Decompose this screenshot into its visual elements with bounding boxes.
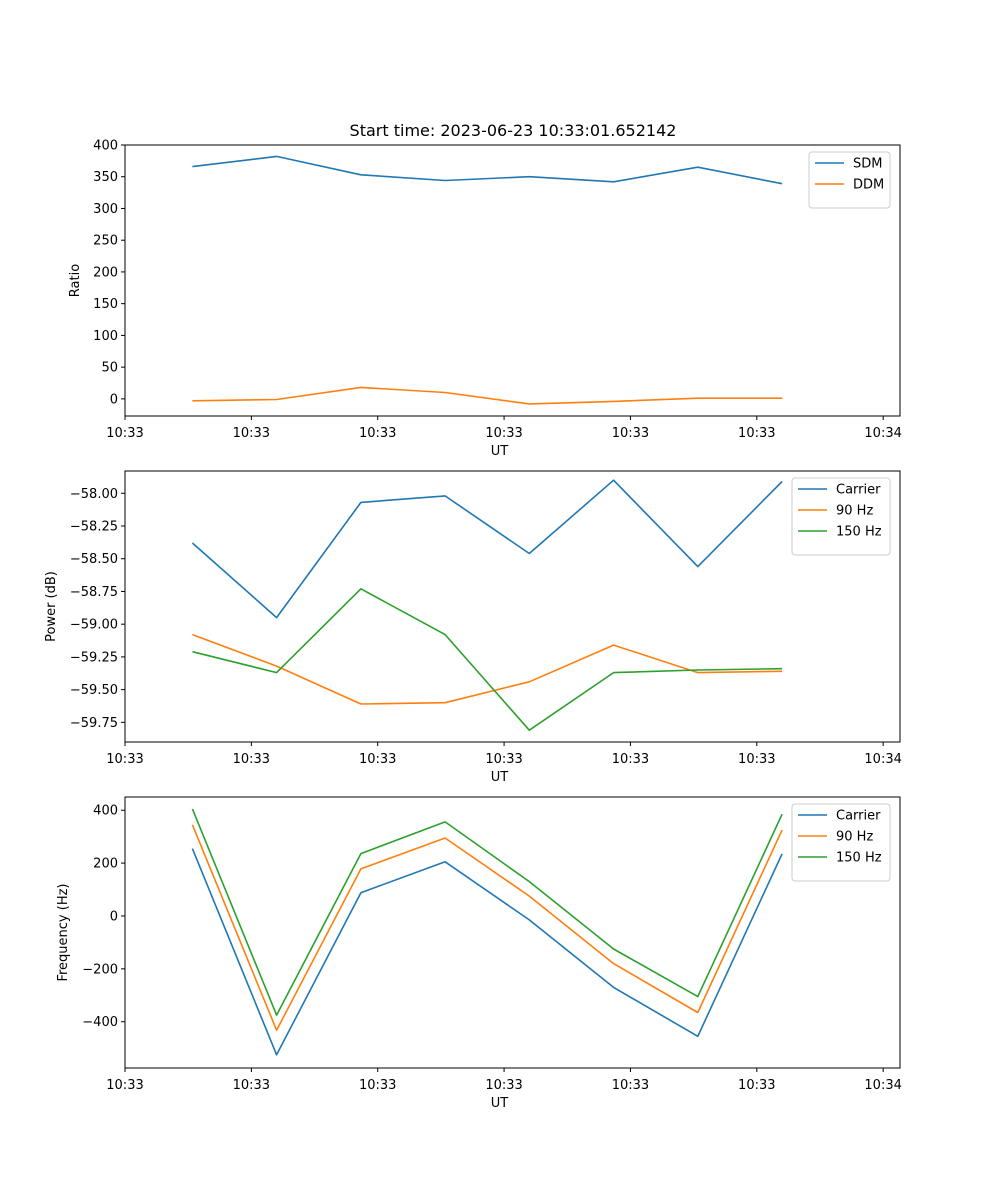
series-line-sdm: [192, 155, 783, 185]
x-tick-label: 10:33: [106, 426, 143, 441]
x-tick-label: 10:34: [864, 1078, 901, 1093]
x-tick-label: 10:33: [612, 1078, 649, 1093]
x-tick-label: 10:34: [864, 426, 901, 441]
series-line-150-hz: [192, 587, 783, 732]
x-axis-label: UT: [491, 770, 509, 785]
y-tick-label: −59.75: [70, 716, 118, 731]
legend: Carrier 90 Hz 150 Hz: [791, 803, 891, 882]
axes-frame: [124, 796, 901, 1069]
legend-box: [791, 477, 891, 556]
legend-label: 150 Hz: [836, 851, 882, 866]
legend-label: Carrier: [836, 483, 881, 498]
y-axis-label: Ratio: [68, 264, 83, 297]
legend-label: DDM: [853, 178, 884, 193]
chart-title: Start time: 2023-06-23 10:33:01.652142: [350, 121, 677, 140]
legend: Carrier 90 Hz 150 Hz: [791, 477, 891, 556]
series-line-carrier: [191, 479, 783, 619]
legend-label: SDM: [853, 157, 882, 172]
y-tick-label: 50: [101, 361, 118, 376]
legend-box: [808, 151, 891, 209]
panel-2: −59.75 −59.50 −59.25 −59.00 −58.75 −58.50 −58.…: [44, 470, 902, 785]
x-tick-label: 10:34: [864, 752, 901, 767]
axes-frame: [124, 144, 901, 417]
panel-1: 0 50 100 150 200 250 300 350 400 10:33 10:33 10:33 1…: [68, 139, 902, 460]
y-tick-label: 100: [93, 329, 118, 344]
panel-3: −400 −200 0 200 400 10:33 10:33 10:33 10:33 10:33…: [56, 796, 902, 1111]
x-tick-label: 10:33: [738, 752, 775, 767]
x-tick-label: 10:33: [106, 1078, 143, 1093]
x-tick-label: 10:33: [738, 1078, 775, 1093]
y-tick-label: −59.00: [70, 618, 118, 633]
y-tick-label: 250: [93, 234, 118, 249]
y-axis-label: Power (dB): [44, 571, 59, 642]
y-tick-label: −58.75: [70, 585, 118, 600]
y-axis-label: Frequency (Hz): [56, 883, 71, 981]
x-tick-label: 10:33: [612, 752, 649, 767]
x-tick-label: 10:33: [233, 426, 270, 441]
x-tick-label: 10:33: [359, 426, 396, 441]
y-tick-label: 300: [93, 202, 118, 217]
series-line-ddm: [192, 386, 783, 405]
x-tick-label: 10:33: [233, 1078, 270, 1093]
y-tick-label: −58.25: [70, 519, 118, 534]
x-tick-label: 10:33: [359, 1078, 396, 1093]
x-tick-label: 10:33: [485, 426, 522, 441]
y-tick-label: 200: [93, 265, 118, 280]
x-tick-label: 10:33: [485, 1078, 522, 1093]
legend: SDM DDM: [808, 151, 891, 209]
y-tick-label: 0: [110, 909, 118, 924]
y-tick-label: −400: [82, 1015, 118, 1030]
x-axis-label: UT: [491, 1096, 509, 1111]
y-tick-label: 350: [93, 170, 118, 185]
legend-label: 150 Hz: [836, 525, 882, 540]
y-tick-label: 150: [93, 297, 118, 312]
x-tick-label: 10:33: [359, 752, 396, 767]
y-tick-label: −59.50: [70, 683, 118, 698]
axes-frame: [124, 470, 901, 743]
legend-label: Carrier: [836, 809, 881, 824]
y-tick-label: −58.50: [70, 552, 118, 567]
x-tick-label: 10:33: [612, 426, 649, 441]
series-line-90-hz: [191, 824, 783, 1031]
x-tick-label: 10:33: [233, 752, 270, 767]
x-tick-label: 10:33: [106, 752, 143, 767]
y-tick-label: −200: [82, 962, 118, 977]
legend-label: 90 Hz: [836, 504, 873, 519]
series-line-90-hz: [192, 633, 783, 705]
y-tick-label: −59.25: [70, 650, 118, 665]
legend-box: [791, 803, 891, 882]
legend-label: 90 Hz: [836, 830, 873, 845]
y-tick-label: 200: [93, 857, 118, 872]
series-line-150-hz: [191, 808, 783, 1016]
panels: 0 50 100 150 200 250 300 350 400 10:33 10:33 10:33 1…: [44, 139, 902, 1112]
y-tick-label: 0: [110, 392, 118, 407]
series-line-carrier: [191, 848, 783, 1056]
y-tick-label: 400: [93, 804, 118, 819]
x-tick-label: 10:33: [485, 752, 522, 767]
y-tick-label: 400: [93, 139, 118, 154]
x-axis-label: UT: [491, 444, 509, 459]
x-tick-label: 10:33: [738, 426, 775, 441]
y-tick-label: −58.00: [70, 487, 118, 502]
